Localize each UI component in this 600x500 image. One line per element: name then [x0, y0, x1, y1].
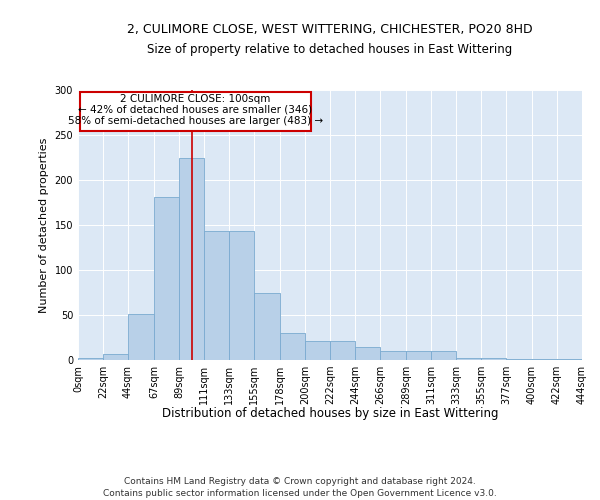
Bar	[506, 359, 532, 360]
Text: ← 42% of detached houses are smaller (346): ← 42% of detached houses are smaller (34…	[79, 105, 313, 115]
Bar	[380, 351, 406, 360]
Bar	[204, 232, 229, 360]
Y-axis label: Number of detached properties: Number of detached properties	[39, 138, 49, 312]
Bar	[305, 341, 330, 360]
Text: Contains HM Land Registry data © Crown copyright and database right 2024.: Contains HM Land Registry data © Crown c…	[124, 478, 476, 486]
Text: 2, CULIMORE CLOSE, WEST WITTERING, CHICHESTER, PO20 8HD: 2, CULIMORE CLOSE, WEST WITTERING, CHICH…	[127, 22, 533, 36]
X-axis label: Distribution of detached houses by size in East Wittering: Distribution of detached houses by size …	[162, 407, 498, 420]
Bar	[254, 294, 280, 360]
Bar	[456, 358, 481, 360]
Text: Size of property relative to detached houses in East Wittering: Size of property relative to detached ho…	[148, 42, 512, 56]
Bar	[557, 359, 582, 360]
FancyBboxPatch shape	[80, 92, 311, 130]
Bar	[406, 351, 431, 360]
Bar	[431, 351, 456, 360]
Text: 58% of semi-detached houses are larger (483) →: 58% of semi-detached houses are larger (…	[68, 116, 323, 126]
Bar	[179, 158, 204, 360]
Bar	[330, 341, 355, 360]
Bar	[128, 314, 154, 360]
Bar	[103, 354, 128, 360]
Text: Contains public sector information licensed under the Open Government Licence v3: Contains public sector information licen…	[103, 489, 497, 498]
Text: 2 CULIMORE CLOSE: 100sqm: 2 CULIMORE CLOSE: 100sqm	[120, 94, 271, 104]
Bar	[481, 358, 506, 360]
Bar	[532, 359, 557, 360]
Bar	[229, 232, 254, 360]
Bar	[280, 333, 305, 360]
Bar	[78, 358, 103, 360]
Bar	[355, 346, 380, 360]
Bar	[154, 197, 179, 360]
